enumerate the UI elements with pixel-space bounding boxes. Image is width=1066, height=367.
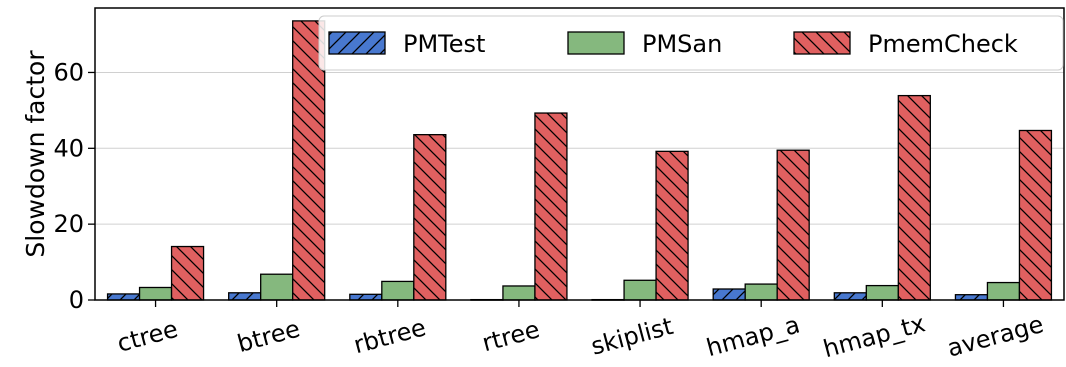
x-tick-label: skiplist: [588, 312, 676, 361]
bar-pmsan-average: [986, 281, 1021, 301]
legend-label-pmtest: PMTest: [403, 30, 485, 58]
bar-pmsan-rbtree: [381, 280, 415, 301]
x-tick-label: btree: [234, 315, 303, 358]
x-tick-label: hmap_tx: [820, 309, 928, 363]
bar-pmsan-skiplist: [623, 279, 657, 301]
bar-pmemcheck-average: [1018, 129, 1053, 301]
x-tick-label: rtree: [479, 315, 542, 357]
bar-pmsan-hmap_tx: [865, 284, 899, 301]
legend: PMTest PMSan PmemCheck: [318, 15, 1064, 71]
bar-pmtest-ctree: [106, 293, 141, 301]
bar-pmsan-rtree: [502, 285, 536, 301]
bar-pmemcheck-rbtree: [413, 134, 447, 301]
x-tick-label: rbtree: [351, 313, 429, 359]
plot-frame: [94, 7, 1065, 301]
legend-label-pmsan: PMSan: [642, 30, 722, 58]
y-tick-label: 0: [69, 286, 84, 314]
bar-pmtest-rbtree: [349, 293, 383, 301]
bar-pmtest-average: [954, 294, 989, 301]
x-tick-label: hmap_a: [703, 310, 802, 362]
bar-pmemcheck-hmap_a: [776, 149, 810, 301]
bar-pmtest-hmap_a: [712, 288, 746, 301]
bar-pmtest-btree: [228, 292, 262, 301]
bar-pmsan-ctree: [138, 286, 173, 301]
y-tick-label: 20: [53, 210, 84, 238]
bar-pmemcheck-hmap_tx: [897, 94, 931, 301]
legend-label-pmemcheck: PmemCheck: [868, 30, 1018, 58]
y-tick-label: 40: [53, 134, 84, 162]
bar-pmsan-btree: [260, 273, 294, 301]
y-axis: 0 20 40 60: [53, 58, 95, 314]
bar-pmemcheck-ctree: [170, 245, 205, 301]
y-tick-label: 60: [53, 58, 84, 86]
bar-pmemcheck-skiplist: [655, 150, 689, 301]
bar-pmsan-hmap_a: [744, 283, 778, 301]
x-tick-label: average: [944, 310, 1046, 362]
legend-swatch-pmemcheck: [793, 31, 851, 55]
bar-pmemcheck-rtree: [534, 112, 568, 301]
x-tick-label: ctree: [114, 315, 181, 358]
bar-pmtest-hmap_tx: [833, 292, 867, 301]
legend-box: [318, 15, 1064, 71]
legend-swatch-pmsan: [567, 31, 625, 55]
x-axis: ctree btree rbtree rtree skiplist hmap_a hmap_…: [114, 300, 1046, 363]
y-axis-title: Slowdown factor: [21, 50, 50, 258]
legend-swatch-pmtest: [328, 31, 386, 55]
